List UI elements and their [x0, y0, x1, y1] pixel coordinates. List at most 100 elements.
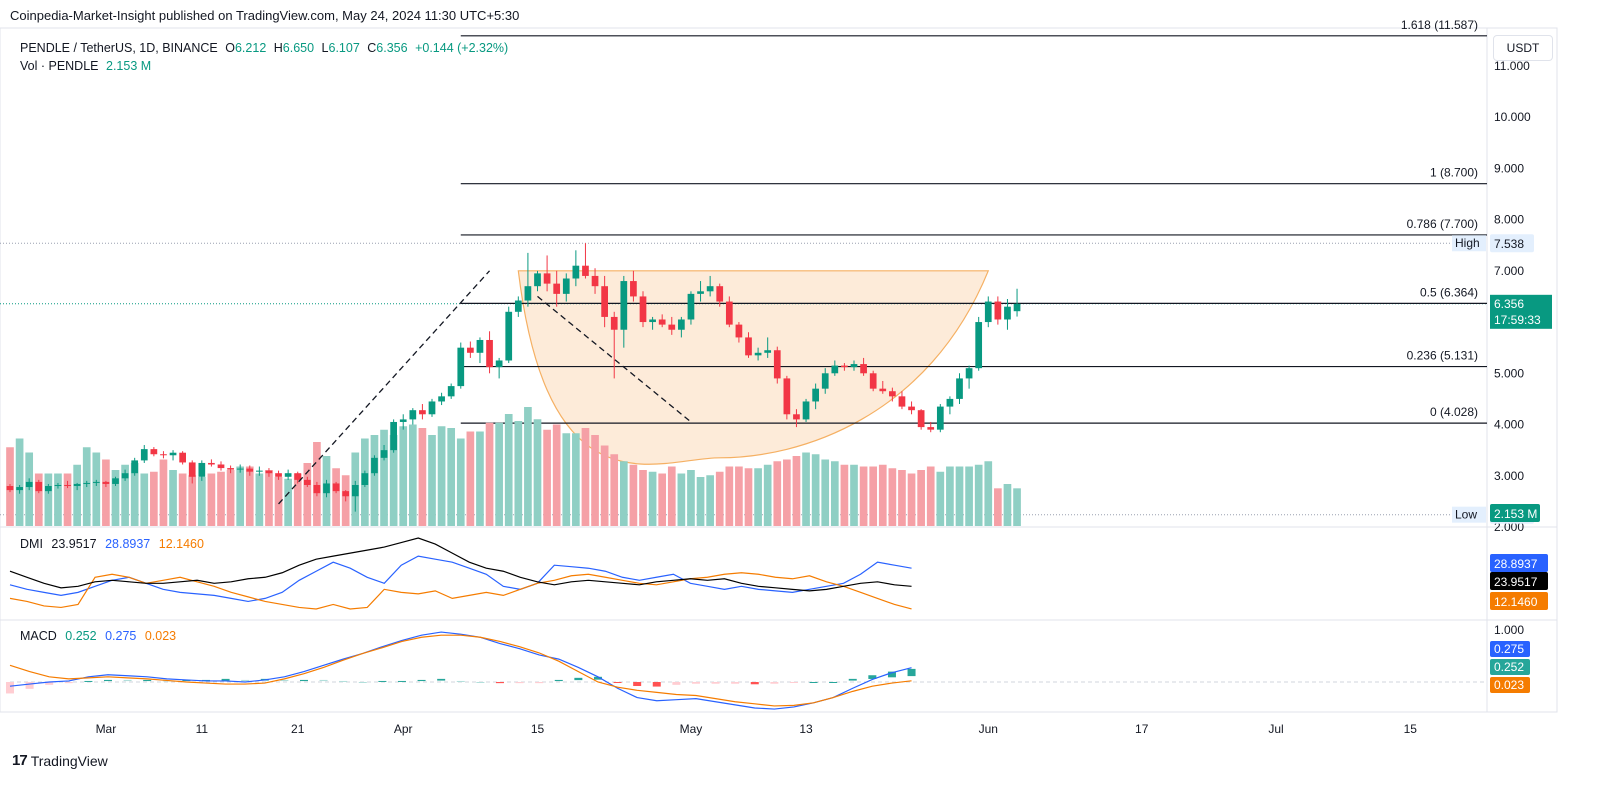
dmi-label[interactable]: DMI — [20, 537, 43, 551]
candle-body — [514, 300, 522, 312]
volume-bar — [869, 466, 878, 526]
volume-bar — [572, 433, 580, 526]
y-tick-label: 9.000 — [1494, 161, 1524, 175]
volume-bar — [15, 438, 24, 526]
low-tag-box — [1452, 506, 1486, 523]
candle-body — [697, 291, 704, 294]
volume-bar — [850, 464, 858, 526]
volume-bar — [965, 466, 973, 526]
volume-bar — [140, 473, 149, 526]
high-tag-label: High — [1455, 236, 1480, 250]
volume-bar — [1013, 488, 1021, 526]
volume-bar — [898, 470, 906, 526]
macd-histogram-value: 0.252 — [65, 629, 97, 643]
candle-body — [821, 373, 829, 389]
volume-bar — [265, 470, 273, 526]
candle-body — [409, 410, 417, 420]
candle-body — [246, 468, 254, 472]
candle-body — [179, 452, 186, 463]
candle-body — [64, 484, 71, 487]
volume-bar — [456, 438, 465, 526]
candle-body — [687, 293, 695, 320]
candle-body — [658, 319, 666, 325]
chart-frame — [0, 27, 1558, 713]
volume-bar — [303, 463, 312, 526]
x-tick-label: Apr — [394, 722, 413, 736]
dmi-adx-value: 23.9517 — [51, 537, 97, 551]
macd-histogram-bar — [456, 680, 465, 682]
macd-histogram-bar — [731, 682, 740, 684]
volume-bar — [121, 464, 129, 526]
candle-body — [361, 473, 369, 485]
dmi-series-line — [9, 555, 912, 603]
symbol-legend: PENDLE / TetherUS, 1D, BINANCE O6.212 H6… — [20, 39, 512, 75]
candle-body — [610, 316, 618, 330]
volume-bar — [274, 477, 283, 526]
dmi-axis-value-box — [1490, 592, 1548, 610]
macd-histogram-bar — [378, 680, 387, 682]
trend-line-down — [537, 295, 692, 423]
candle-body — [831, 365, 839, 374]
macd-histogram-bar — [339, 680, 348, 682]
macd-label[interactable]: MACD — [20, 629, 57, 643]
symbol-name[interactable]: PENDLE / TetherUS, 1D, BINANCE — [20, 41, 218, 55]
macd-signal-axis-value-box — [1490, 677, 1530, 693]
candle-body — [725, 301, 733, 325]
volume-bar — [974, 464, 983, 526]
macd-histogram-bar — [750, 682, 759, 685]
candle-body — [889, 391, 896, 397]
macd-histogram-bar — [319, 679, 328, 682]
volume-bar — [437, 426, 446, 526]
tradingview-logo[interactable]: 17 TradingView — [12, 752, 108, 769]
macd-series-line — [9, 634, 912, 707]
x-tick-label: May — [680, 722, 703, 736]
candle-body — [965, 368, 973, 379]
macd-y-tick-label: 1.000 — [1494, 623, 1524, 637]
volume-bar — [677, 473, 686, 526]
dmi-axis-value-box — [1490, 572, 1548, 590]
open-value: 6.212 — [234, 41, 267, 55]
publisher-caption: Coinpedia-Market-Insight published on Tr… — [10, 8, 520, 23]
high-label: H — [273, 41, 283, 55]
volume-bar — [735, 466, 743, 526]
volume-bar — [715, 471, 724, 526]
volume-bar — [744, 468, 753, 526]
macd-histogram-bar — [103, 679, 112, 682]
candle-body — [639, 296, 647, 323]
volume-bar — [600, 445, 609, 526]
volume-bar — [169, 470, 177, 526]
y-tick-label: 5.000 — [1494, 366, 1524, 380]
macd-histogram-bar — [613, 682, 622, 683]
candle-body — [92, 481, 100, 483]
candle-body — [83, 482, 91, 484]
candle-body — [562, 278, 570, 294]
candle-body — [150, 449, 158, 455]
candle-body — [323, 483, 330, 494]
candle-body — [457, 347, 465, 387]
volume-bar — [907, 473, 916, 526]
candle-body — [773, 350, 781, 379]
macd-histogram-bar — [887, 671, 896, 678]
fib-level-label: 0 (4.028) — [1430, 405, 1478, 419]
macd-histogram-bar — [64, 682, 73, 684]
candle-body — [956, 378, 963, 399]
candle-body — [764, 350, 772, 353]
volume-bar — [495, 422, 503, 526]
candle-body — [169, 452, 177, 456]
candle-body — [591, 275, 599, 287]
candle-body — [294, 473, 302, 480]
volume-bar — [514, 421, 523, 526]
macd-signal-axis-value: 0.023 — [1494, 678, 1524, 692]
macd-legend: MACD 0.252 0.275 0.023 — [20, 629, 181, 643]
currency-button[interactable]: USDT — [1493, 35, 1553, 61]
candle-body — [284, 473, 292, 477]
dmi-axis-value-box — [1490, 554, 1548, 572]
volume-bar — [418, 428, 427, 526]
candle-body — [198, 462, 206, 477]
candle-body — [630, 281, 637, 297]
candle-body — [265, 470, 273, 474]
candle-body — [160, 454, 167, 456]
tradingview-logo-text: TradingView — [30, 752, 108, 769]
cup-pattern — [517, 270, 990, 465]
